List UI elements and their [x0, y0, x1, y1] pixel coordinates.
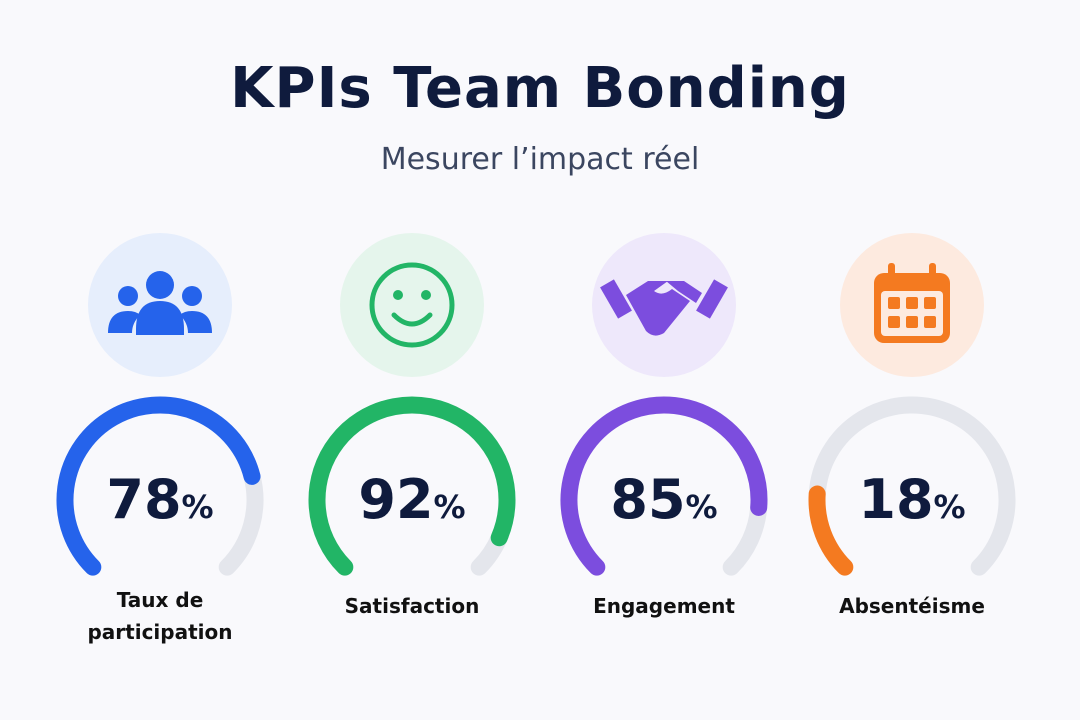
gauge-track [218, 467, 264, 576]
gauge-arc [308, 396, 516, 576]
gauge-track [808, 396, 1016, 576]
subtitle: Mesurer l’impact réel [380, 142, 700, 177]
gauge-value: 85% [610, 468, 717, 531]
icon-calendar [840, 233, 984, 377]
kpi-label: Absentéisme [839, 594, 985, 618]
gauge-value: 78% [106, 468, 213, 531]
gauge-value: 18% [858, 468, 965, 531]
icon-smile [340, 233, 484, 377]
kpi-label: Taux de participation [87, 588, 233, 644]
gauge-arc [56, 396, 261, 576]
kpi-label: Satisfaction [344, 594, 480, 618]
gauge-track [722, 498, 768, 576]
icon-handshake [592, 233, 736, 377]
gauge-arc [560, 396, 768, 576]
title: KPIs Team Bonding [230, 56, 850, 121]
icon-people [88, 233, 232, 377]
kpi-label: Engagement [593, 594, 735, 618]
gauge-value: 92% [358, 468, 465, 531]
gauge-arc [808, 485, 854, 576]
